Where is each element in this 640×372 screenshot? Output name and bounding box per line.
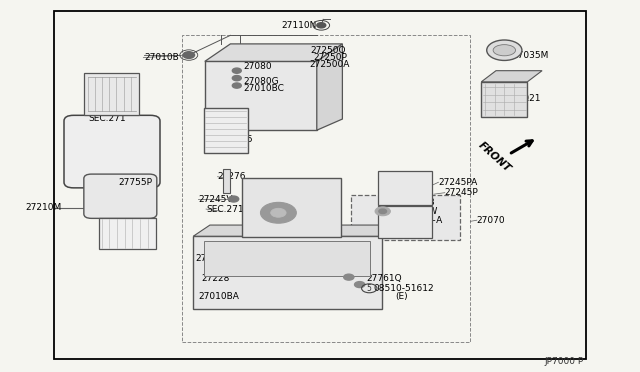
Text: 27245V: 27245V bbox=[198, 195, 233, 203]
Text: 27035: 27035 bbox=[224, 135, 253, 144]
Text: 27250P: 27250P bbox=[314, 53, 348, 62]
Bar bbox=[204, 108, 248, 153]
FancyBboxPatch shape bbox=[84, 174, 157, 218]
Bar bbox=[99, 218, 156, 249]
Circle shape bbox=[355, 282, 365, 288]
Text: (E): (E) bbox=[396, 292, 408, 301]
Polygon shape bbox=[193, 225, 382, 236]
Circle shape bbox=[232, 68, 241, 73]
Text: 27110N: 27110N bbox=[282, 21, 317, 30]
Ellipse shape bbox=[493, 45, 516, 56]
Text: 27020W: 27020W bbox=[400, 207, 437, 216]
Text: JP7000 P: JP7000 P bbox=[545, 357, 584, 366]
Text: 27228: 27228 bbox=[202, 274, 230, 283]
Circle shape bbox=[375, 207, 390, 216]
Circle shape bbox=[232, 83, 241, 88]
Text: 27010BA: 27010BA bbox=[198, 292, 239, 301]
Bar bbox=[223, 169, 230, 193]
Text: 27010BC: 27010BC bbox=[243, 84, 284, 93]
Polygon shape bbox=[317, 44, 342, 130]
Text: 27080: 27080 bbox=[243, 62, 272, 71]
Bar bbox=[205, 61, 317, 130]
Bar bbox=[378, 206, 432, 238]
Circle shape bbox=[260, 202, 296, 223]
FancyBboxPatch shape bbox=[64, 115, 160, 188]
Text: 27080G: 27080G bbox=[243, 77, 279, 86]
Bar bbox=[193, 236, 382, 309]
Text: 27755P: 27755P bbox=[118, 178, 152, 187]
Text: 27250Q: 27250Q bbox=[310, 46, 346, 55]
Bar bbox=[351, 195, 460, 240]
Bar bbox=[84, 73, 139, 115]
Text: FRONT: FRONT bbox=[477, 140, 513, 174]
Text: 27864RA: 27864RA bbox=[275, 192, 316, 201]
Text: 27021: 27021 bbox=[512, 94, 541, 103]
Text: 27035+A: 27035+A bbox=[400, 216, 442, 225]
Bar bbox=[204, 241, 370, 276]
Text: 27072: 27072 bbox=[394, 227, 422, 236]
Text: 27010BB: 27010BB bbox=[195, 254, 236, 263]
Text: 27210M: 27210M bbox=[26, 203, 62, 212]
Text: 27245P: 27245P bbox=[445, 188, 479, 197]
Text: 27070: 27070 bbox=[477, 216, 506, 225]
Circle shape bbox=[344, 274, 354, 280]
Text: 27010B: 27010B bbox=[144, 53, 179, 62]
Circle shape bbox=[271, 208, 286, 217]
Ellipse shape bbox=[487, 40, 522, 61]
Bar bbox=[378, 171, 432, 205]
Text: 08510-51612: 08510-51612 bbox=[373, 284, 434, 293]
Text: 27164: 27164 bbox=[109, 235, 138, 244]
Circle shape bbox=[317, 23, 326, 28]
Text: 27245PA: 27245PA bbox=[438, 178, 477, 187]
Bar bbox=[481, 82, 527, 117]
Text: 27035M: 27035M bbox=[512, 51, 548, 60]
Circle shape bbox=[379, 209, 387, 214]
Circle shape bbox=[228, 196, 239, 202]
Bar bbox=[242, 178, 341, 237]
Bar bbox=[54, 11, 586, 359]
Polygon shape bbox=[481, 71, 542, 82]
Text: 272500A: 272500A bbox=[309, 60, 349, 69]
Circle shape bbox=[183, 52, 195, 58]
Text: SEC.271: SEC.271 bbox=[88, 114, 126, 123]
Circle shape bbox=[232, 76, 241, 81]
Text: SEC.271: SEC.271 bbox=[206, 205, 244, 214]
Text: 27276: 27276 bbox=[218, 172, 246, 181]
Text: 27020B: 27020B bbox=[400, 198, 435, 207]
Polygon shape bbox=[205, 44, 342, 61]
Text: 27761Q: 27761Q bbox=[367, 274, 403, 283]
Bar bbox=[182, 35, 470, 342]
Text: 5: 5 bbox=[367, 284, 372, 293]
